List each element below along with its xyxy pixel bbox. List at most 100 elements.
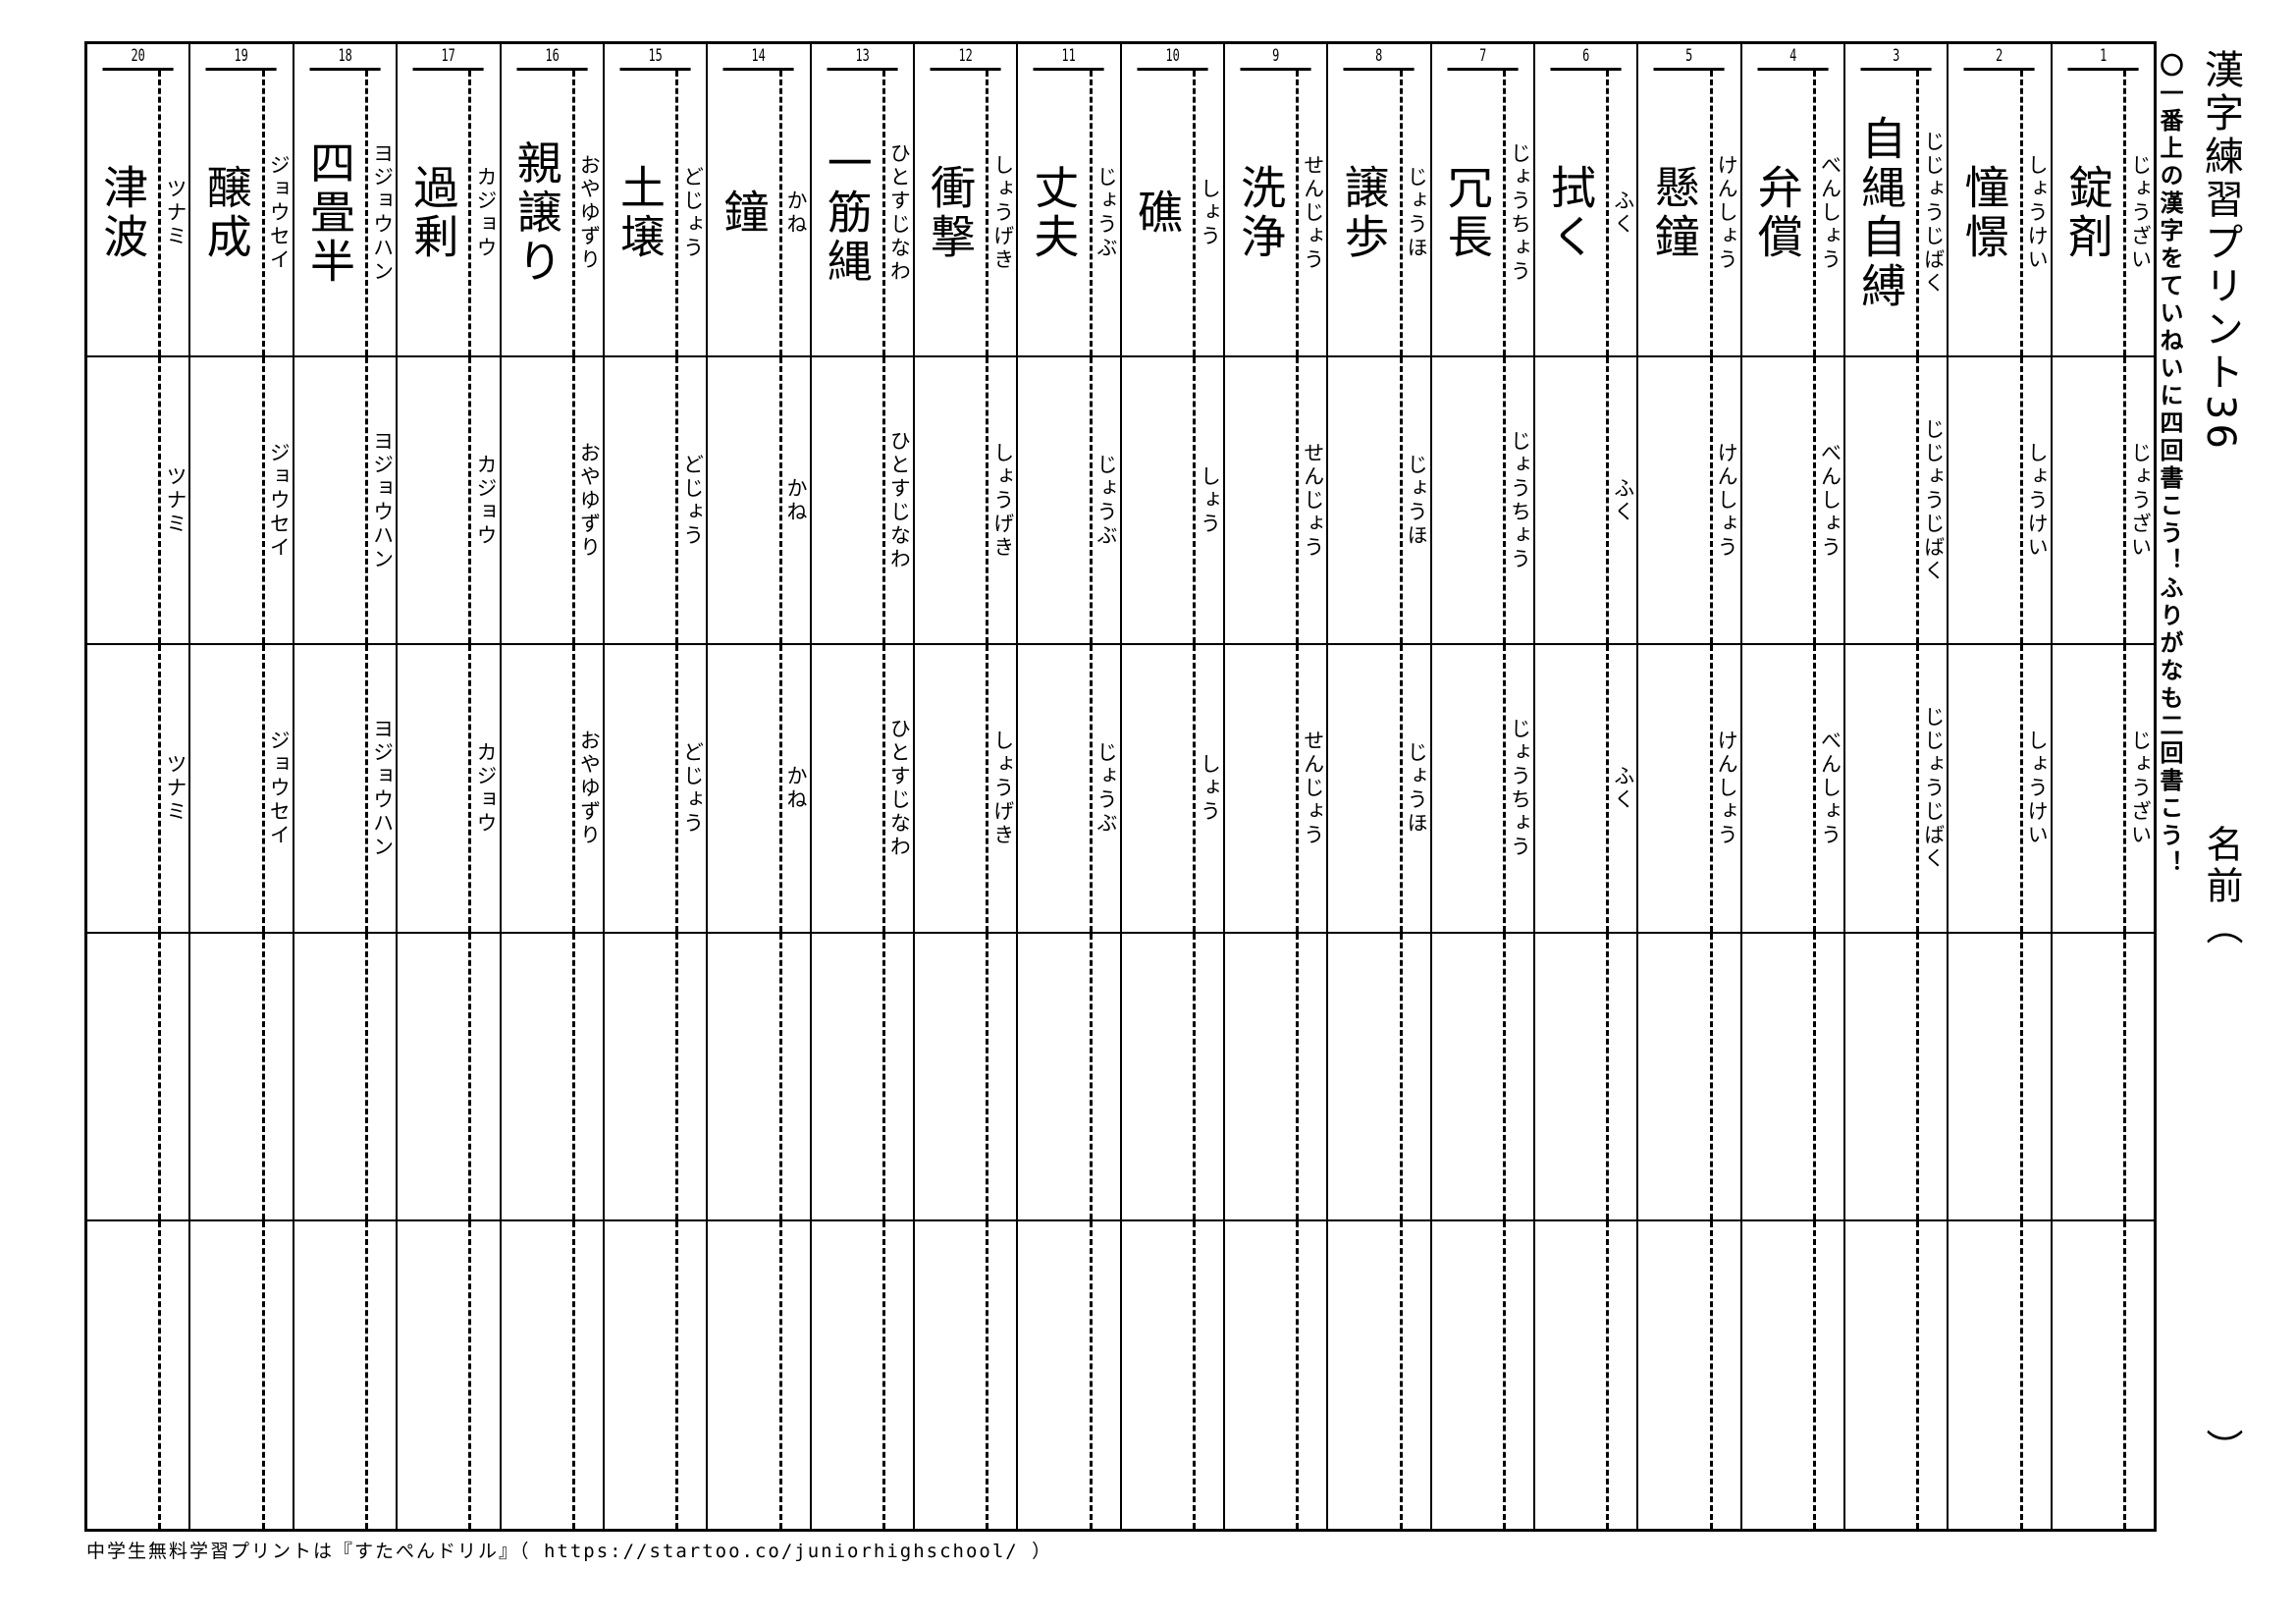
furigana-box[interactable] — [571, 934, 603, 1219]
furigana-box[interactable]: ふく — [1606, 71, 1636, 355]
practice-cell[interactable]: 洗浄 せんじょう — [1224, 71, 1327, 357]
practice-cell[interactable] — [1431, 934, 1533, 1221]
furigana-box[interactable] — [1812, 1221, 1843, 1529]
kanji-box[interactable] — [1845, 645, 1916, 932]
furigana-box[interactable] — [1296, 934, 1326, 1219]
furigana-box[interactable] — [1192, 1221, 1223, 1529]
furigana-box[interactable] — [158, 1221, 188, 1529]
furigana-box[interactable] — [468, 1221, 499, 1529]
practice-cell[interactable]: じょうほ — [1328, 645, 1430, 934]
furigana-box[interactable] — [1709, 934, 1740, 1219]
kanji-box[interactable] — [294, 1221, 365, 1529]
furigana-box[interactable] — [1812, 934, 1843, 1219]
practice-cell[interactable]: 津波 ツナミ — [87, 71, 189, 357]
furigana-box[interactable] — [1606, 1221, 1636, 1529]
kanji-box[interactable] — [812, 357, 882, 643]
kanji-box[interactable] — [1742, 934, 1813, 1219]
furigana-box[interactable] — [1916, 1221, 1947, 1529]
practice-cell[interactable] — [398, 1221, 499, 1529]
furigana-box[interactable]: ジョウセイ — [261, 645, 293, 932]
practice-cell[interactable] — [1018, 1221, 1119, 1529]
furigana-box[interactable]: ツナミ — [158, 357, 188, 643]
kanji-box[interactable] — [1328, 645, 1399, 932]
practice-cell[interactable] — [914, 934, 1017, 1221]
practice-cell[interactable]: ヨジョウハン — [294, 645, 397, 934]
kanji-box[interactable] — [1845, 1221, 1916, 1529]
furigana-box[interactable]: しょう — [1192, 71, 1223, 355]
practice-cell[interactable]: 土壌 どじょう — [604, 71, 707, 357]
kanji-box[interactable] — [294, 357, 365, 643]
furigana-box[interactable]: じょうぶ — [1089, 71, 1120, 355]
practice-cell[interactable]: ひとすじなわ — [811, 645, 913, 934]
kanji-box[interactable] — [1845, 934, 1916, 1219]
kanji-box[interactable] — [190, 645, 261, 932]
kanji-box[interactable] — [1742, 357, 1813, 643]
furigana-box[interactable] — [1709, 1221, 1740, 1529]
practice-cell[interactable] — [398, 934, 500, 1221]
kanji-box[interactable]: 拭く — [1535, 71, 1606, 355]
practice-cell[interactable] — [708, 934, 810, 1221]
furigana-box[interactable]: じょうざい — [2122, 645, 2154, 932]
kanji-box[interactable] — [87, 357, 158, 643]
practice-cell[interactable]: カジョウ — [398, 357, 500, 645]
furigana-box[interactable]: しょうげき — [986, 357, 1016, 643]
kanji-box[interactable] — [1432, 645, 1503, 932]
practice-cell[interactable] — [190, 934, 293, 1221]
kanji-box[interactable] — [812, 645, 882, 932]
furigana-box[interactable]: かね — [778, 357, 810, 643]
practice-cell[interactable]: かね — [708, 645, 810, 934]
practice-cell[interactable] — [1845, 1221, 1947, 1529]
furigana-box[interactable]: しょう — [1192, 645, 1223, 932]
kanji-box[interactable] — [1225, 1221, 1296, 1529]
practice-cell[interactable]: 譲歩 じょうほ — [1328, 71, 1430, 357]
practice-cell[interactable]: 一筋縄 ひとすじなわ — [811, 71, 913, 357]
kanji-box[interactable] — [1122, 645, 1193, 932]
kanji-box[interactable] — [1018, 1221, 1089, 1529]
furigana-box[interactable]: じょうほ — [1399, 645, 1430, 932]
kanji-box[interactable] — [2053, 645, 2123, 932]
furigana-box[interactable]: じじょうじばく — [1916, 357, 1947, 643]
practice-cell[interactable] — [1225, 1221, 1326, 1529]
practice-cell[interactable] — [812, 1221, 913, 1529]
kanji-box[interactable] — [1122, 357, 1193, 643]
furigana-box[interactable] — [1606, 934, 1636, 1219]
furigana-box[interactable] — [675, 934, 706, 1219]
kanji-box[interactable]: 丈夫 — [1018, 71, 1089, 355]
practice-cell[interactable]: どじょう — [604, 645, 707, 934]
kanji-box[interactable] — [1328, 1221, 1399, 1529]
kanji-box[interactable] — [190, 1221, 261, 1529]
furigana-box[interactable] — [2019, 1221, 2051, 1529]
furigana-box[interactable]: ふく — [1606, 357, 1636, 643]
furigana-box[interactable]: カジョウ — [468, 71, 499, 355]
kanji-box[interactable]: 弁償 — [1742, 71, 1813, 355]
furigana-box[interactable] — [1916, 934, 1947, 1219]
practice-cell[interactable]: 衝撃 しょうげき — [914, 71, 1017, 357]
kanji-box[interactable] — [1432, 357, 1503, 643]
kanji-box[interactable] — [1535, 1221, 1606, 1529]
furigana-box[interactable]: しょうけい — [2019, 71, 2051, 355]
furigana-box[interactable]: しょうけい — [2019, 357, 2051, 643]
furigana-box[interactable]: しょうげき — [986, 645, 1016, 932]
kanji-box[interactable] — [708, 934, 778, 1219]
kanji-box[interactable] — [1018, 357, 1089, 643]
practice-cell[interactable]: ふく — [1534, 357, 1637, 645]
furigana-box[interactable] — [778, 1221, 810, 1529]
kanji-box[interactable] — [398, 1221, 468, 1529]
kanji-box[interactable] — [1535, 934, 1606, 1219]
practice-cell[interactable] — [1328, 1221, 1429, 1529]
practice-cell[interactable]: じょうぶ — [1018, 357, 1120, 645]
furigana-box[interactable]: カジョウ — [468, 357, 499, 643]
furigana-box[interactable] — [261, 1221, 293, 1529]
practice-cell[interactable] — [294, 1221, 396, 1529]
practice-cell[interactable]: しょうけい — [1949, 357, 2051, 645]
kanji-box[interactable] — [605, 1221, 675, 1529]
furigana-box[interactable] — [1089, 1221, 1120, 1529]
furigana-box[interactable] — [261, 934, 293, 1219]
kanji-box[interactable] — [1122, 934, 1193, 1219]
practice-cell[interactable]: どじょう — [604, 357, 707, 645]
furigana-box[interactable]: じょうざい — [2122, 71, 2154, 355]
kanji-box[interactable]: 冗長 — [1432, 71, 1503, 355]
kanji-box[interactable]: 憧憬 — [1949, 71, 2019, 355]
kanji-box[interactable] — [190, 357, 261, 643]
practice-cell[interactable]: かね — [708, 357, 810, 645]
